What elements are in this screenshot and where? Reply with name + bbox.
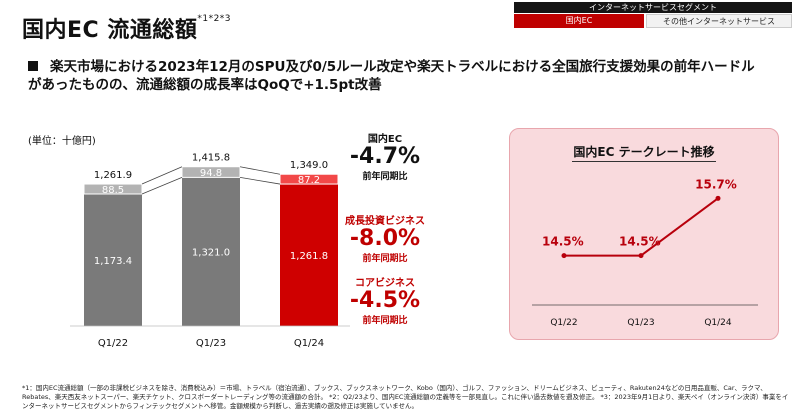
bar-total-label: 1,261.9 <box>94 170 132 181</box>
bar-connector-core <box>141 177 183 195</box>
stat-total-sub: 前年同期比 <box>362 172 408 182</box>
stat-growth-label: 成長投資ビジネス <box>345 216 425 227</box>
bullet-square-icon <box>28 61 38 71</box>
segment-header: インターネットサービスセグメント <box>514 2 792 13</box>
bar-growth-q1-22 <box>83 183 143 195</box>
bar-growth-q1-23 <box>181 166 241 178</box>
stat-growth-sub: 前年同期比 <box>362 254 408 264</box>
page-title: 国内EC 流通総額*1*2*3 <box>22 14 232 43</box>
bar-growth-q1-24 <box>279 173 339 185</box>
lead-summary: 楽天市場における2023年12月のSPU及び0/5ルール改定や楽天トラベルにおけ… <box>28 59 755 93</box>
stat-core: コアビジネス -4.5% 前年同期比 <box>335 274 435 326</box>
bar-core-q1-24 <box>280 184 338 326</box>
bar-category-label: Q1/23 <box>196 338 226 349</box>
take-rate-point <box>715 195 721 201</box>
bar-growth-label: 87.2 <box>298 175 320 186</box>
take-rate-panel: 国内EC テークレート推移 14.5% Q1/22 14.5% Q1/23 15.7% Q… <box>509 128 779 340</box>
bar-core-q1-23 <box>182 177 240 326</box>
segment-tab-other-internet: その他インターネットサービス <box>646 14 792 28</box>
take-rate-title-underline <box>572 161 716 162</box>
take-rate-value-label: 14.5% <box>542 235 584 249</box>
bar-core-label: 1,321.0 <box>192 248 230 259</box>
take-rate-line-chart: 14.5% Q1/22 14.5% Q1/23 15.7% Q1/24 <box>532 177 758 328</box>
bar-connector-top <box>141 166 183 185</box>
bar-connector-top <box>239 166 281 175</box>
unit-label: (単位：十億円) <box>28 136 96 147</box>
stat-total-label: 国内EC <box>367 134 403 145</box>
bar-total-label: 1,415.8 <box>192 153 230 164</box>
bar-growth-label: 88.5 <box>102 185 124 196</box>
title-footnote-marker: *1*2*3 <box>197 14 232 24</box>
take-rate-category-label: Q1/24 <box>704 318 732 328</box>
stat-core-label: コアビジネス <box>355 278 415 289</box>
stat-growth-value: -8.0% <box>349 226 421 251</box>
bar-core-label: 1,261.8 <box>290 251 328 262</box>
take-rate-category-label: Q1/23 <box>627 318 654 328</box>
take-rate-value-label: 14.5% <box>619 235 661 249</box>
bar-growth-label: 94.8 <box>200 168 222 179</box>
segment-tab-domestic-ec: 国内EC <box>514 14 644 28</box>
stat-growth: 成長投資ビジネス -8.0% 前年同期比 <box>335 212 435 264</box>
take-rate-point <box>638 253 644 259</box>
take-rate-category-label: Q1/22 <box>550 318 577 328</box>
bar-total-label: 1,349.0 <box>290 160 328 171</box>
stat-total-value: -4.7% <box>349 144 421 169</box>
bar-core-label: 1,173.4 <box>94 256 132 267</box>
bar-category-label: Q1/22 <box>98 338 128 349</box>
stat-total: 国内EC -4.7% 前年同期比 <box>335 130 435 182</box>
bar-category-label: Q1/24 <box>294 338 324 349</box>
bar-connector-core <box>239 176 281 185</box>
take-rate-title: 国内EC テークレート推移 <box>573 145 715 159</box>
take-rate-value-label: 15.7% <box>695 177 737 191</box>
stat-core-sub: 前年同期比 <box>362 316 408 326</box>
footnote: *1：国内EC流通総額（一部の非課税ビジネスを除き、消費税込み）＝市場、トラベル… <box>22 384 789 410</box>
stat-core-value: -4.5% <box>349 288 421 313</box>
take-rate-point <box>561 253 567 259</box>
bar-core-q1-22 <box>84 193 142 326</box>
